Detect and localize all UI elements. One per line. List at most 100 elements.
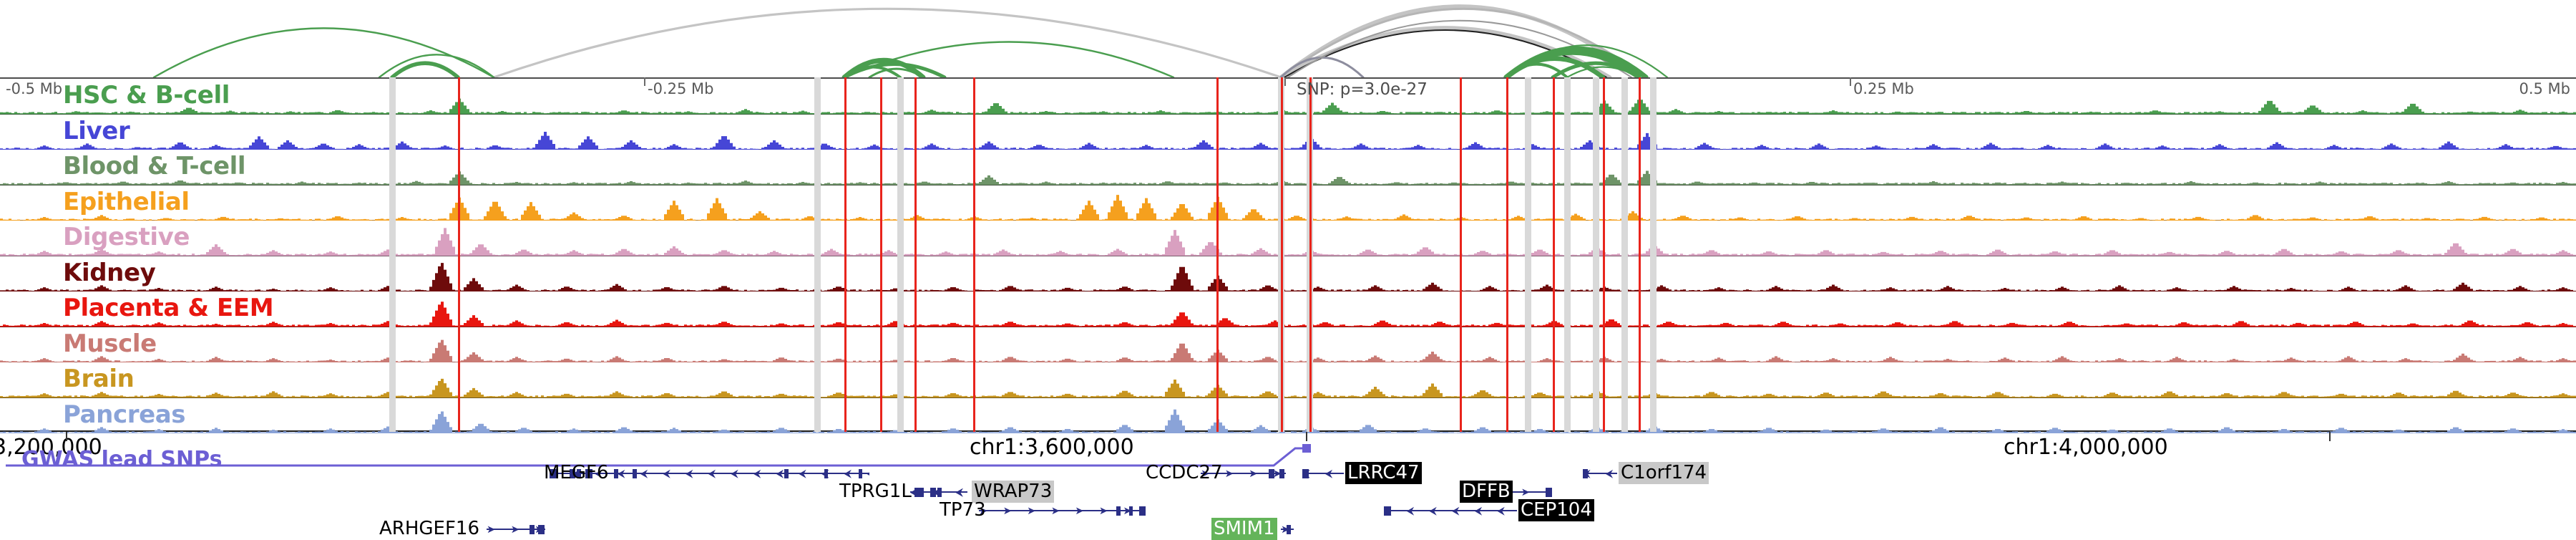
gene-body-line bbox=[487, 529, 545, 530]
axis-tick-label: -0.25 Mb bbox=[648, 80, 714, 97]
signal-profile bbox=[0, 378, 2576, 398]
gene-exon-block bbox=[530, 525, 535, 534]
signal-track-stack: HSC & B-cell Liver Blood & T-cell Epithelia… bbox=[0, 77, 2576, 433]
gene-exon-block bbox=[550, 469, 558, 478]
arc-svg bbox=[152, 4, 1669, 77]
gene-label-arhgef16[interactable]: ARHGEF16 bbox=[379, 518, 480, 539]
gene-exon-block bbox=[570, 469, 575, 478]
coordinate-tick bbox=[1306, 432, 1307, 441]
gene-label-lrrc47[interactable]: LRRC47 bbox=[1345, 462, 1422, 484]
gene-exon-block bbox=[1116, 506, 1121, 516]
gene-label-dffb[interactable]: DFFB bbox=[1460, 481, 1513, 503]
axis-tick-label: 0.5 Mb bbox=[2519, 80, 2570, 97]
gene-label-wrap73[interactable]: WRAP73 bbox=[972, 481, 1055, 503]
gene-label-smim1[interactable]: SMIM1 bbox=[1211, 518, 1277, 540]
gene-exon-block bbox=[784, 469, 789, 478]
gene-exon-block bbox=[1269, 469, 1274, 478]
interaction-arc bbox=[1279, 7, 1647, 77]
gwas-bracket-svg bbox=[6, 444, 1311, 467]
gene-body-line bbox=[1497, 491, 1551, 493]
signal-profile bbox=[0, 339, 2576, 362]
signal-profile bbox=[0, 194, 2576, 221]
axis-tick-mark bbox=[1850, 77, 1851, 86]
coordinate-label: 3,200,000 bbox=[0, 435, 102, 460]
gene-label-tprg1l[interactable]: TPRG1L bbox=[839, 481, 912, 502]
gene-row: ➤ ➤ ➤ARHGEF16➤SMIM1 bbox=[0, 518, 2576, 540]
interaction-arc bbox=[843, 65, 902, 77]
gene-annotation-track: ⮜ ⮜ ⮜ ⮜ ⮜ ⮜ ⮜ ⮜ ⮜ ⮜ ⮜ ⮜ ⮜ ⮜ ⮜ ⮜ ⮜ ⮜ ⮜ ⮜M… bbox=[0, 462, 2576, 540]
gene-exon-block bbox=[614, 469, 618, 478]
gene-body-line bbox=[1583, 473, 1617, 474]
gene-body-line bbox=[979, 510, 1145, 511]
signal-profile bbox=[0, 409, 2576, 433]
gene-strand-arrows: ➤ ➤ ➤ bbox=[487, 523, 545, 536]
signal-profile bbox=[0, 228, 2576, 256]
axis-tick-label: -0.5 Mb bbox=[6, 80, 63, 97]
gwas-lead-snps-label: GWAS lead SNPs bbox=[21, 447, 223, 472]
interaction-arc bbox=[1505, 44, 1669, 77]
interaction-arc bbox=[378, 54, 495, 77]
coordinate-tick bbox=[66, 432, 67, 441]
gene-body-line bbox=[1302, 473, 1344, 474]
gene-label-megf6[interactable]: MEGF6 bbox=[544, 462, 609, 483]
gene-exon-block bbox=[859, 469, 862, 478]
interaction-arc bbox=[390, 61, 460, 77]
interaction-arc bbox=[492, 7, 1282, 77]
interaction-arc bbox=[1279, 4, 1641, 77]
signal-profile bbox=[0, 98, 2576, 115]
signal-profile bbox=[0, 131, 2576, 150]
signal-track: Blood & T-cell bbox=[0, 150, 2576, 185]
axis-tick-mark bbox=[644, 77, 645, 86]
signal-track: Brain bbox=[0, 362, 2576, 398]
gene-row: ➤ ➤ ➤ ➤ ➤ ➤ ➤ ➤ ➤ ➤TP73 ⮜ ⮜ ⮜ ⮜ ⮜ ⮜ ⮜ ⮜CE… bbox=[0, 499, 2576, 521]
signal-profile bbox=[0, 302, 2576, 327]
gene-exon-block bbox=[1583, 469, 1588, 478]
signal-track: Digestive bbox=[0, 221, 2576, 256]
gene-body-line bbox=[910, 491, 967, 493]
gene-body-line bbox=[1201, 473, 1286, 474]
gene-label-tp73[interactable]: TP73 bbox=[940, 499, 986, 521]
snp-pvalue-label: SNP: p=3.0e-27 bbox=[1297, 80, 1428, 99]
interaction-arc bbox=[1566, 66, 1640, 77]
signal-track: Muscle bbox=[0, 327, 2576, 362]
signal-profile bbox=[0, 262, 2576, 291]
gene-strand-arrows: ⮜ ⮜ bbox=[1302, 467, 1340, 480]
signal-track: Epithelial bbox=[0, 185, 2576, 221]
gene-label-cep104[interactable]: CEP104 bbox=[1518, 499, 1594, 521]
gene-strand-arrows: ⮜ ⮜ bbox=[1583, 467, 1617, 480]
gene-exon-block bbox=[1287, 525, 1291, 534]
gene-strand-arrows: ➤ ➤ ➤ ➤ ➤ bbox=[1201, 467, 1286, 480]
gene-exon-block bbox=[824, 469, 828, 478]
gene-row: ⮜ ⮜ ⮜ ⮜ ⮜ ⮜ ⮜ ⮜ ⮜ ⮜ ⮜ ⮜ ⮜ ⮜ ⮜ ⮜ ⮜ ⮜ ⮜ ⮜M… bbox=[0, 462, 2576, 484]
gene-strand-arrows: ⮜ ⮜ ⮜ bbox=[910, 486, 967, 498]
gene-exon-block bbox=[538, 525, 545, 534]
coordinate-label: chr1:3,600,000 bbox=[970, 435, 1134, 460]
coordinate-label: chr1:4,000,000 bbox=[2004, 435, 2168, 460]
gene-exon-block bbox=[1302, 469, 1309, 478]
gene-exon-block bbox=[577, 469, 581, 478]
gene-exon-block bbox=[1279, 469, 1284, 478]
gene-body-line bbox=[1384, 510, 1517, 511]
signal-track: Kidney bbox=[0, 256, 2576, 291]
axis-tick-label: 0.25 Mb bbox=[1853, 80, 1914, 97]
axis-tick-mark bbox=[1284, 77, 1286, 86]
gene-strand-arrows: ⮜ ⮜ ⮜ ⮜ ⮜ ⮜ ⮜ ⮜ bbox=[1384, 504, 1517, 517]
coordinate-tick bbox=[2329, 432, 2331, 441]
gene-exon-block bbox=[1129, 506, 1133, 516]
gene-body-line bbox=[550, 473, 869, 474]
signal-profile bbox=[0, 170, 2576, 185]
gene-exon-block bbox=[1546, 488, 1552, 497]
gene-strand-arrows: ➤ ➤ ➤ ➤ ➤ ➤ ➤ ➤ ➤ ➤ bbox=[979, 504, 1145, 517]
gene-exon-block bbox=[633, 469, 637, 478]
interaction-arc-panel bbox=[0, 0, 2576, 77]
axis-label-layer: -0.5 Mb -0.25 Mb 0.25 Mb 0.5 Mb SNP: p=3.0e-… bbox=[0, 77, 2576, 106]
interaction-arc bbox=[868, 67, 924, 77]
interaction-arc bbox=[152, 27, 495, 77]
signal-track: Placenta & EEM bbox=[0, 291, 2576, 327]
gene-label-ccdc27[interactable]: CCDC27 bbox=[1146, 462, 1223, 483]
gwas-lead-snps-track: GWAS lead SNPs bbox=[0, 443, 2576, 472]
gene-label-c1orf174[interactable]: C1orf174 bbox=[1619, 462, 1709, 484]
coordinate-ruler: 3,200,000 chr1:3,600,000 chr1:4,000,000 bbox=[0, 432, 2576, 466]
signal-track: Liver bbox=[0, 115, 2576, 150]
